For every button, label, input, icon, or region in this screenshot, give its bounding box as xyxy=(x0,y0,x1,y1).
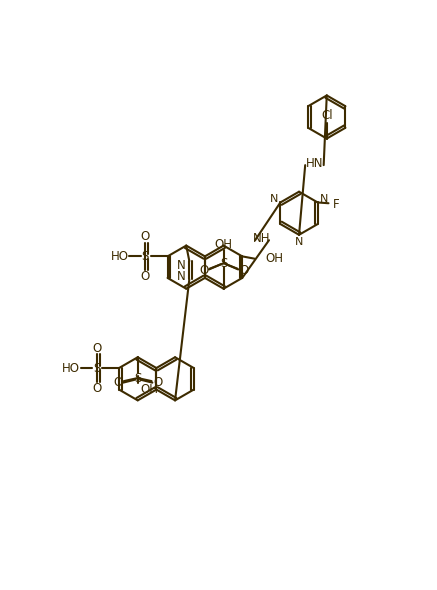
Text: NH: NH xyxy=(253,232,270,245)
Text: HN: HN xyxy=(306,157,323,170)
Text: N: N xyxy=(177,259,186,272)
Text: S: S xyxy=(220,257,227,270)
Text: OH: OH xyxy=(265,252,283,265)
Text: N: N xyxy=(319,194,328,204)
Text: OH: OH xyxy=(215,238,232,251)
Text: N: N xyxy=(295,237,303,247)
Text: O: O xyxy=(199,264,208,277)
Text: O: O xyxy=(113,376,122,389)
Text: HO: HO xyxy=(111,250,129,263)
Text: O: O xyxy=(239,264,248,277)
Text: N: N xyxy=(177,270,186,283)
Text: HO: HO xyxy=(62,362,80,375)
Text: O: O xyxy=(92,342,101,355)
Text: S: S xyxy=(142,250,149,263)
Text: O: O xyxy=(153,376,163,389)
Text: O: O xyxy=(141,270,150,283)
Text: S: S xyxy=(93,362,101,375)
Text: F: F xyxy=(333,198,340,211)
Text: Cl: Cl xyxy=(321,109,333,122)
Text: O: O xyxy=(141,230,150,243)
Text: O: O xyxy=(92,382,101,395)
Text: S: S xyxy=(134,372,142,385)
Text: OH: OH xyxy=(140,383,158,396)
Text: N: N xyxy=(270,194,278,204)
